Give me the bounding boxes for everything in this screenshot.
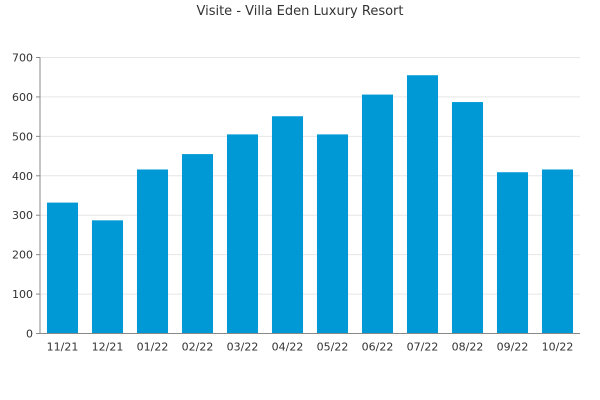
y-tick-label: 700 (12, 52, 33, 65)
bar[interactable] (496, 172, 529, 334)
y-axis-tick-labels: 0 100 200 300 400 500 600 700 (12, 52, 33, 341)
chart-title: Visite - Villa Eden Luxury Resort (196, 4, 403, 19)
x-tick-label: 07/22 (407, 341, 439, 354)
y-tick-label: 300 (12, 209, 33, 222)
axes (36, 57, 580, 334)
bar[interactable] (361, 94, 394, 334)
bars (46, 75, 574, 334)
bar[interactable] (91, 220, 124, 334)
x-tick-label: 08/22 (452, 341, 484, 354)
bar[interactable] (406, 75, 439, 334)
bar[interactable] (226, 134, 259, 334)
x-tick-label: 05/22 (317, 341, 349, 354)
bar[interactable] (541, 169, 574, 334)
x-tick-label: 09/22 (497, 341, 529, 354)
bar[interactable] (181, 154, 214, 334)
gridlines (40, 57, 580, 295)
x-tick-label: 10/22 (542, 341, 574, 354)
bar[interactable] (316, 134, 349, 334)
y-tick-label: 500 (12, 130, 33, 143)
y-tick-label: 600 (12, 91, 33, 104)
y-tick-label: 400 (12, 170, 33, 183)
bar[interactable] (451, 102, 484, 334)
y-tick-label: 100 (12, 288, 33, 301)
x-tick-label: 02/22 (182, 341, 214, 354)
bar[interactable] (271, 116, 304, 334)
x-axis-tick-labels: 11/21 12/21 01/22 02/22 03/22 04/22 05/22 06/22… (47, 341, 574, 354)
x-tick-label: 06/22 (362, 341, 394, 354)
x-tick-label: 01/22 (137, 341, 169, 354)
x-tick-label: 11/21 (47, 341, 79, 354)
y-tick-label: 200 (12, 249, 33, 262)
x-tick-label: 12/21 (92, 341, 124, 354)
x-tick-label: 04/22 (272, 341, 304, 354)
x-tick-label: 03/22 (227, 341, 259, 354)
bar[interactable] (136, 169, 169, 334)
bar[interactable] (46, 202, 79, 334)
y-tick-label: 0 (26, 328, 33, 341)
